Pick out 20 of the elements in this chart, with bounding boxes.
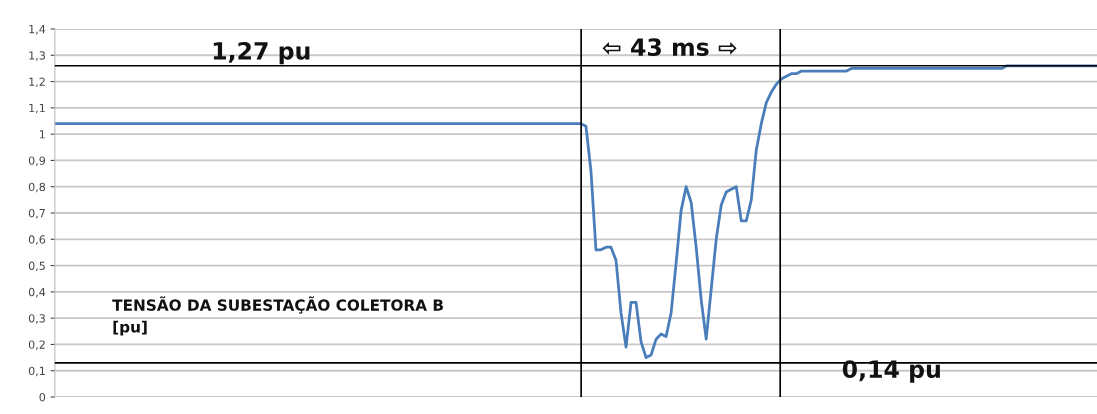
y-tick-label: 0,8 — [28, 182, 46, 193]
annotation: ⇦ 43 ms ⇨ — [602, 38, 737, 57]
y-tick-label: 0,6 — [28, 235, 46, 245]
y-tick-label: 1,2 — [29, 77, 45, 88]
annotation: 0,14 pu — [842, 360, 940, 383]
y-tick-label: 0,4 — [28, 287, 46, 298]
y-tick-label: 0,5 — [28, 261, 45, 272]
annotation: 1,27 pu — [213, 41, 310, 65]
y-tick-label: 0 — [39, 393, 46, 402]
y-tick-label: 0,9 — [28, 156, 46, 166]
annotation: TENSÃO DA SUBESTAÇÃO COLETORA B [pu] — [112, 296, 443, 336]
y-tick-label: 0,7 — [28, 208, 45, 219]
y-tick-label: 1,3 — [29, 51, 45, 61]
line-series — [54, 64, 1097, 359]
y-tick-label: 1,4 — [29, 25, 46, 35]
y-tick-label: 0,3 — [28, 314, 45, 324]
y-tick-label: 0,2 — [28, 340, 45, 350]
y-tick-label: 1 — [39, 130, 45, 139]
y-tick-label: 1,1 — [29, 103, 45, 114]
y-tick-label: 0,1 — [28, 366, 45, 377]
